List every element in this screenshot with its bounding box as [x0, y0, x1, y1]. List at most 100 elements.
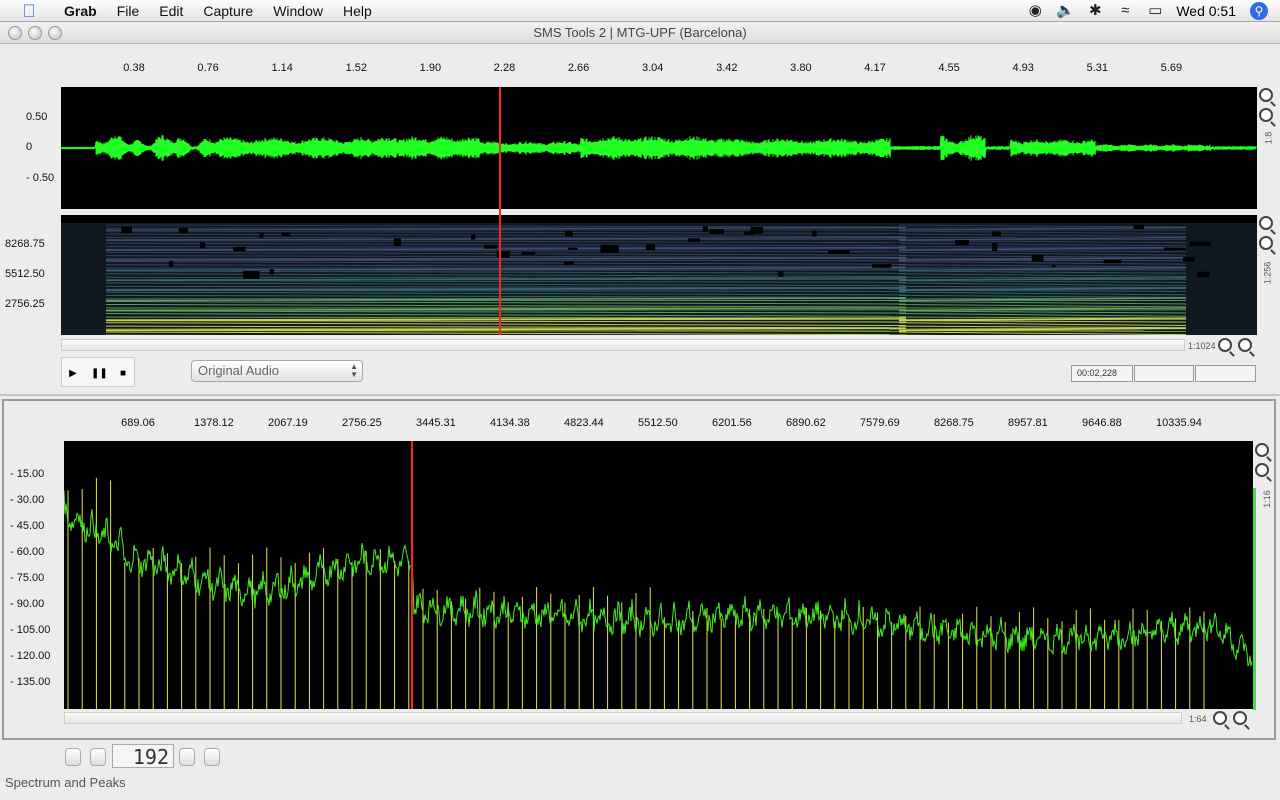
- amplitude-tick-label: 0: [26, 141, 33, 153]
- time-display-3: [1195, 365, 1256, 382]
- spectrogram-panel[interactable]: [61, 215, 1257, 335]
- menu-help[interactable]: Help: [342, 2, 372, 19]
- time-tick-label: 3.04: [641, 62, 664, 74]
- waveform-zoom-in-icon[interactable]: [1259, 88, 1273, 102]
- menu-capture[interactable]: Capture: [203, 2, 254, 19]
- bluetooth-icon[interactable]: ✱: [1089, 2, 1102, 19]
- spectrum-freq-tick-label: 1378.12: [194, 417, 234, 429]
- spectrum-freq-tick-label: 8957.81: [1008, 417, 1048, 429]
- window-titlebar: SMS Tools 2 | MTG-UPF (Barcelona): [0, 22, 1280, 44]
- spotlight-icon[interactable]: ⚲: [1250, 2, 1268, 20]
- upper-h-zoom-out-icon[interactable]: [1238, 338, 1252, 352]
- spectrum-v-zoom-label: 1:16: [1261, 490, 1272, 508]
- time-tick-label: 4.17: [864, 62, 886, 74]
- spectrum-freq-tick-label: 6201.56: [712, 417, 752, 429]
- spectrum-frame: [2, 399, 1276, 740]
- frequency-tick-label: 2756.25: [5, 298, 45, 310]
- spectrogram-image: [61, 223, 1257, 335]
- sync-icon[interactable]: ◉: [1028, 2, 1042, 19]
- spectrum-h-zoom-in-icon[interactable]: [1213, 711, 1227, 725]
- spectrogram-plot: [61, 223, 1257, 335]
- time-cursor[interactable]: [499, 87, 501, 335]
- db-tick-label: - 45.00: [10, 520, 45, 532]
- spectrogram-zoom-in-icon[interactable]: [1259, 216, 1273, 230]
- db-tick-label: - 105.00: [10, 624, 51, 636]
- upper-h-zoom-label: 1:1024: [1188, 341, 1216, 351]
- time-tick-label: 5.31: [1086, 62, 1108, 74]
- menubar-clock[interactable]: Wed 0:51: [1176, 3, 1236, 19]
- spectrum-freq-tick-label: 2067.19: [268, 417, 308, 429]
- db-tick-label: - 30.00: [10, 494, 45, 506]
- spectrum-trace: [64, 490, 1253, 667]
- spectrum-h-zoom-out-icon[interactable]: [1233, 711, 1247, 725]
- spectrum-h-zoom-label: 1:64: [1189, 714, 1207, 724]
- amplitude-tick-label: 0.50: [26, 111, 48, 123]
- audio-source-value: Original Audio: [198, 363, 279, 378]
- previous-frame-button[interactable]: [90, 748, 106, 766]
- waveform-trace: [61, 134, 1257, 162]
- spectrum-freq-tick-label: 6890.62: [786, 417, 826, 429]
- menu-edit[interactable]: Edit: [159, 2, 184, 19]
- spectrogram-zoom-label: 1:256: [1262, 261, 1273, 285]
- spectrum-freq-tick-label: 689.06: [121, 417, 155, 429]
- time-tick-label: 3.80: [790, 62, 812, 74]
- spectrum-horizontal-scrollbar[interactable]: [64, 712, 1182, 724]
- wifi-icon[interactable]: ≈: [1121, 2, 1130, 19]
- first-frame-button[interactable]: [65, 748, 81, 766]
- spectrum-level-bar: [1253, 488, 1256, 710]
- spectrogram-zoom-out-icon[interactable]: [1259, 236, 1273, 250]
- menu-file[interactable]: File: [116, 2, 140, 19]
- pause-icon[interactable]: ❚❚: [91, 368, 108, 379]
- db-tick-label: - 90.00: [10, 598, 45, 610]
- db-tick-label: - 15.00: [10, 468, 45, 480]
- spectrum-freq-tick-label: 4823.44: [564, 417, 604, 429]
- apple-icon[interactable]: : [18, 0, 40, 22]
- window-title: SMS Tools 2 | MTG-UPF (Barcelona): [533, 25, 747, 40]
- spectrum-freq-tick-label: 10335.94: [1156, 417, 1202, 429]
- time-tick-label: 5.69: [1160, 62, 1183, 74]
- select-arrows-icon: ▲ ▼: [350, 362, 358, 379]
- time-tick-label: 3.42: [716, 62, 738, 74]
- menu-window[interactable]: Window: [273, 2, 323, 19]
- next-frame-button[interactable]: [179, 748, 195, 766]
- time-tick-label: 2.28: [493, 62, 516, 74]
- close-window-button[interactable]: [8, 26, 22, 40]
- spectrum-freq-tick-label: 9646.88: [1082, 417, 1122, 429]
- waveform-zoom-out-icon[interactable]: [1259, 108, 1273, 122]
- upper-h-zoom-in-icon[interactable]: [1218, 338, 1232, 352]
- frequency-tick-label: 8268.75: [5, 238, 45, 250]
- time-display-2: [1134, 365, 1194, 382]
- db-tick-label: - 60.00: [10, 546, 45, 558]
- time-tick-label: 4.55: [938, 62, 960, 74]
- frequency-tick-label: 5512.50: [5, 268, 45, 280]
- waveform-panel[interactable]: [61, 87, 1257, 209]
- waveform-plot: [61, 134, 1257, 162]
- upper-horizontal-scrollbar[interactable]: [61, 339, 1185, 351]
- time-tick-label: 1.90: [419, 62, 442, 74]
- waveform-zoom-label: 1:8: [1263, 131, 1274, 145]
- last-frame-button[interactable]: [204, 748, 220, 766]
- spectrum-freq-tick-label: 4134.38: [490, 417, 530, 429]
- menu-app-grab[interactable]: Grab: [64, 2, 97, 19]
- time-tick-label: 1.14: [271, 62, 293, 74]
- play-icon[interactable]: ▶: [69, 368, 77, 379]
- audio-source-select[interactable]: Original Audio ▲ ▼: [191, 360, 363, 382]
- time-tick-label: 4.93: [1012, 62, 1034, 74]
- db-tick-label: - 135.00: [10, 676, 51, 688]
- minimize-window-button[interactable]: [28, 26, 42, 40]
- spectrum-panel[interactable]: [64, 441, 1253, 709]
- volume-icon[interactable]: 🔈: [1055, 2, 1075, 19]
- zoom-window-button[interactable]: [48, 26, 62, 40]
- time-tick-label: 2.66: [567, 62, 590, 74]
- db-tick-label: - 120.00: [10, 650, 51, 662]
- amplitude-tick-label: - 0.50: [26, 172, 55, 184]
- battery-icon[interactable]: ▭: [1148, 2, 1163, 19]
- time-tick-label: 0.38: [123, 62, 145, 74]
- pane-divider[interactable]: [0, 394, 1280, 396]
- stop-icon[interactable]: ■: [119, 368, 127, 379]
- frame-number-display[interactable]: 192: [112, 744, 174, 769]
- spectrum-v-zoom-in-icon[interactable]: [1255, 443, 1269, 457]
- spectrum-freq-tick-label: 8268.75: [934, 417, 974, 429]
- spectral-peaks: [67, 477, 1205, 709]
- spectrum-v-zoom-out-icon[interactable]: [1255, 463, 1269, 477]
